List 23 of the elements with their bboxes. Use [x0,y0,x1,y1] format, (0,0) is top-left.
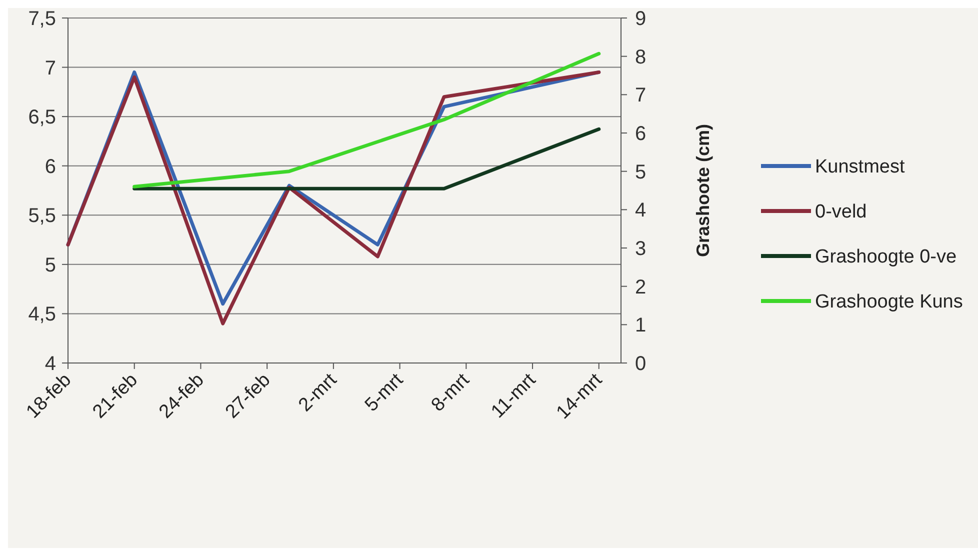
y-tick-label: 5,5 [28,205,56,228]
y2-tick-label: 4 [635,200,646,222]
y-tick-label: 4,5 [28,304,56,326]
y2-tick-label: 7 [635,84,646,107]
y-tick-label: 7 [44,57,56,80]
y-tick-label: 7,5 [28,8,56,30]
y2-tick-label: 9 [635,8,646,30]
y2-tick-label: 1 [635,314,646,337]
y2-tick-label: 8 [635,46,646,68]
y2-tick-label: 2 [635,276,646,298]
y2-axis-title: Grashoote (cm) [693,124,713,258]
y-tick-label: 6,5 [28,106,56,129]
y2-tick-label: 6 [635,123,646,145]
y2-tick-label: 0 [635,353,646,375]
legend-label: Grashoogte 0-ve [815,246,957,268]
y-tick-label: 6 [44,156,56,178]
legend-label: 0-veld [815,202,867,223]
y2-tick-label: 3 [635,238,646,260]
legend-label: Grashoogte Kuns [815,292,963,313]
y-tick-label: 5 [44,254,56,276]
legend-label: Kunstmest [815,156,906,178]
y-tick-label: 4 [44,353,56,375]
y2-tick-label: 5 [635,161,646,184]
